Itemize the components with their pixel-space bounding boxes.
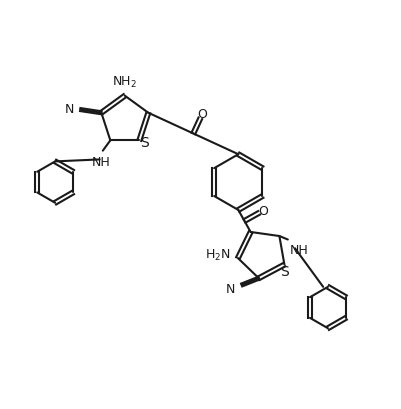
Text: S: S — [280, 264, 289, 278]
Text: O: O — [197, 108, 207, 121]
Text: NH: NH — [290, 244, 308, 257]
Text: N: N — [226, 282, 235, 295]
Text: NH: NH — [91, 156, 110, 169]
Text: NH$_2$: NH$_2$ — [112, 74, 137, 89]
Text: N: N — [65, 103, 74, 116]
Text: S: S — [140, 136, 148, 150]
Text: O: O — [258, 204, 268, 218]
Text: H$_2$N: H$_2$N — [205, 248, 231, 263]
